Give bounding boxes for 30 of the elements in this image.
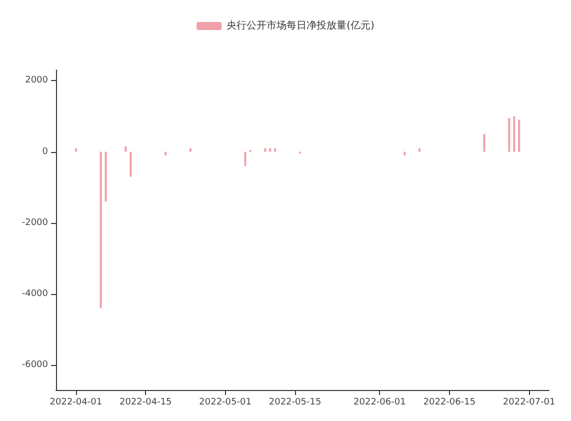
bar xyxy=(189,148,192,152)
bar xyxy=(269,148,272,152)
y-tick-label: -4000 xyxy=(22,289,48,299)
x-tick-label: 2022-05-01 xyxy=(199,398,252,408)
x-tick-label: 2022-04-15 xyxy=(119,398,172,408)
y-tick-label: -2000 xyxy=(22,218,48,228)
bar xyxy=(244,152,246,166)
bar xyxy=(74,148,77,152)
bar xyxy=(264,148,266,152)
bar xyxy=(164,152,167,156)
bar xyxy=(274,148,276,152)
y-tick-label: -6000 xyxy=(22,360,48,370)
bar xyxy=(130,152,132,177)
bar xyxy=(418,148,421,152)
bar xyxy=(124,146,127,152)
x-tick-label: 2022-06-01 xyxy=(354,398,406,408)
y-tick-label: 2000 xyxy=(25,76,48,86)
x-tick-label: 2022-07-01 xyxy=(502,398,556,408)
bar xyxy=(483,134,486,152)
x-tick-label: 2022-06-15 xyxy=(423,398,476,408)
bar xyxy=(404,152,406,156)
bar xyxy=(508,118,510,152)
bar xyxy=(100,152,102,308)
x-tick-label: 2022-04-01 xyxy=(50,398,102,408)
bar xyxy=(104,152,107,202)
legend-label: 央行公开市场每日净投放量(亿元) xyxy=(226,20,374,32)
y-tick-label: 0 xyxy=(42,146,48,157)
bar xyxy=(518,120,520,152)
x-tick-label: 2022-05-15 xyxy=(268,398,322,408)
bar xyxy=(513,116,516,152)
